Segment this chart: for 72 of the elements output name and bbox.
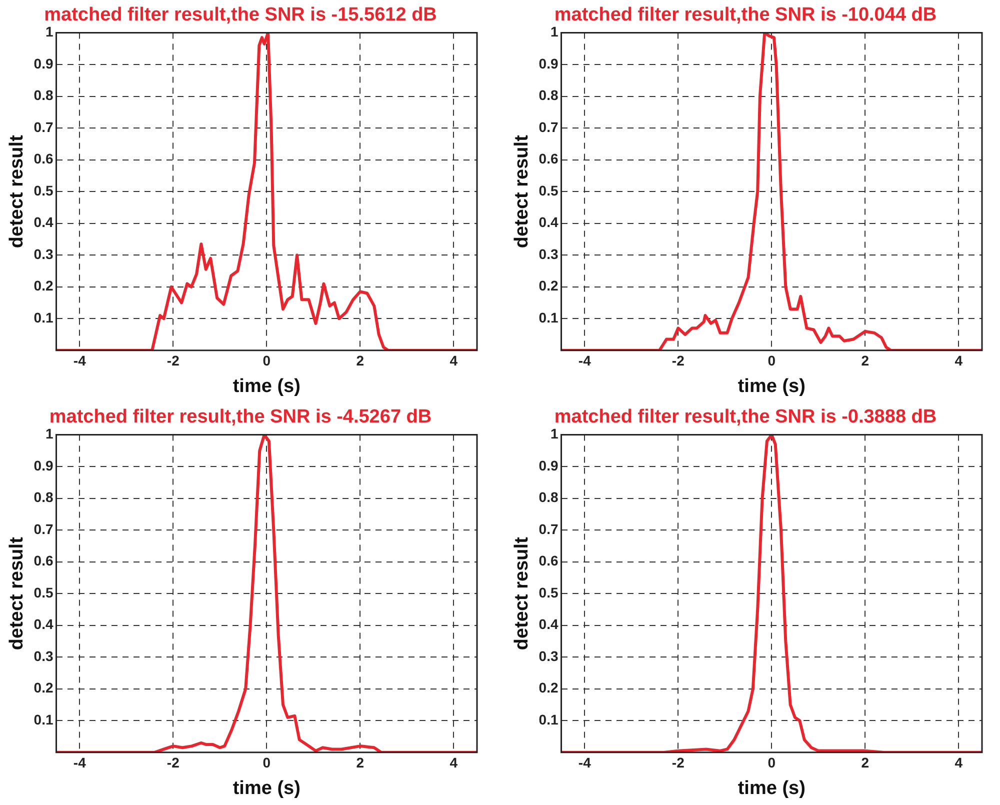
y-tick-label: 0.3 [34, 246, 54, 262]
y-tick-label: 0.1 [34, 712, 54, 728]
y-tick-label: 0.1 [538, 310, 558, 326]
x-tick-label: 4 [954, 352, 963, 369]
y-tick-label: 0.9 [34, 457, 54, 474]
chart-title: matched filter result,the SNR is -0.3888 dB [554, 406, 937, 428]
y-tick-label: 0.8 [34, 489, 54, 506]
y-tick-label: 0.6 [538, 552, 558, 569]
y-tick-label: 0.2 [34, 278, 54, 294]
y-tick-label: 0.5 [538, 584, 558, 600]
x-tick-label: -2 [672, 754, 685, 771]
y-tick-label: 0.2 [538, 680, 558, 696]
chart-title: matched filter result,the SNR is -10.044 dB [554, 4, 937, 26]
x-tick-label: 2 [861, 754, 870, 771]
x-axis-title: time (s) [232, 376, 300, 397]
y-tick-label: 0.4 [34, 214, 54, 230]
x-tick-label: 0 [262, 754, 271, 771]
x-axis-title: time (s) [738, 376, 806, 397]
y-tick-label: 0.1 [538, 712, 558, 728]
x-tick-label: 4 [954, 754, 963, 771]
chart-title: matched filter result,the SNR is -15.5612 dB [44, 4, 437, 26]
y-tick-label: 0.6 [538, 150, 558, 167]
x-tick-label: -4 [73, 352, 86, 369]
x-tick-label: 2 [356, 352, 364, 369]
y-tick-label: 0.4 [538, 616, 558, 632]
x-tick-label: 0 [768, 754, 776, 771]
y-tick-label: 0.3 [538, 246, 558, 262]
y-tick-label: 0.4 [34, 616, 54, 632]
y-tick-label: 0.8 [538, 489, 558, 506]
y-tick-label: 0.7 [34, 520, 54, 537]
y-tick-label: 1 [550, 426, 558, 442]
x-tick-label: 4 [450, 352, 458, 369]
y-tick-label: 0.4 [538, 214, 558, 230]
y-tick-label: 0.5 [34, 182, 54, 198]
y-tick-label: 0.3 [538, 648, 558, 664]
x-tick-label: 2 [356, 754, 364, 771]
y-tick-label: 0.2 [538, 278, 558, 294]
y-tick-label: 0.7 [538, 118, 558, 135]
x-axis-title: time (s) [738, 778, 806, 799]
y-tick-label: 0.2 [34, 680, 54, 696]
y-tick-label: 0.6 [34, 150, 54, 167]
y-tick-label: 1 [550, 24, 558, 40]
chart-title: matched filter result,the SNR is -4.5267 dB [49, 406, 432, 428]
x-tick-label: 0 [262, 352, 271, 369]
x-tick-label: -2 [166, 352, 180, 369]
y-tick-label: 1 [45, 426, 54, 442]
x-tick-label: 2 [861, 352, 870, 369]
x-tick-label: -4 [578, 352, 592, 369]
y-tick-label: 0.9 [538, 55, 558, 72]
y-tick-label: 1 [45, 24, 54, 40]
y-tick-label: 0.8 [34, 87, 54, 104]
x-tick-label: 0 [768, 352, 776, 369]
y-axis-title: detect result [6, 536, 28, 650]
y-tick-label: 0.5 [34, 584, 54, 600]
x-tick-label: -2 [166, 754, 180, 771]
x-tick-label: -4 [73, 754, 86, 771]
y-tick-label: 0.7 [34, 118, 54, 135]
x-tick-label: -2 [672, 352, 685, 369]
y-tick-label: 0.9 [538, 457, 558, 474]
y-tick-label: 0.8 [538, 87, 558, 104]
y-tick-label: 0.1 [34, 310, 54, 326]
x-tick-label: -4 [578, 754, 592, 771]
y-tick-label: 0.5 [538, 182, 558, 198]
y-tick-label: 0.3 [34, 648, 54, 664]
y-axis-title: detect result [512, 536, 533, 650]
x-tick-label: 4 [450, 754, 458, 771]
y-tick-label: 0.9 [34, 55, 54, 72]
y-tick-label: 0.6 [34, 552, 54, 569]
y-tick-label: 0.7 [538, 520, 558, 537]
x-axis-title: time (s) [232, 778, 300, 799]
y-axis-title: detect result [6, 134, 28, 248]
y-axis-title: detect result [512, 134, 533, 248]
